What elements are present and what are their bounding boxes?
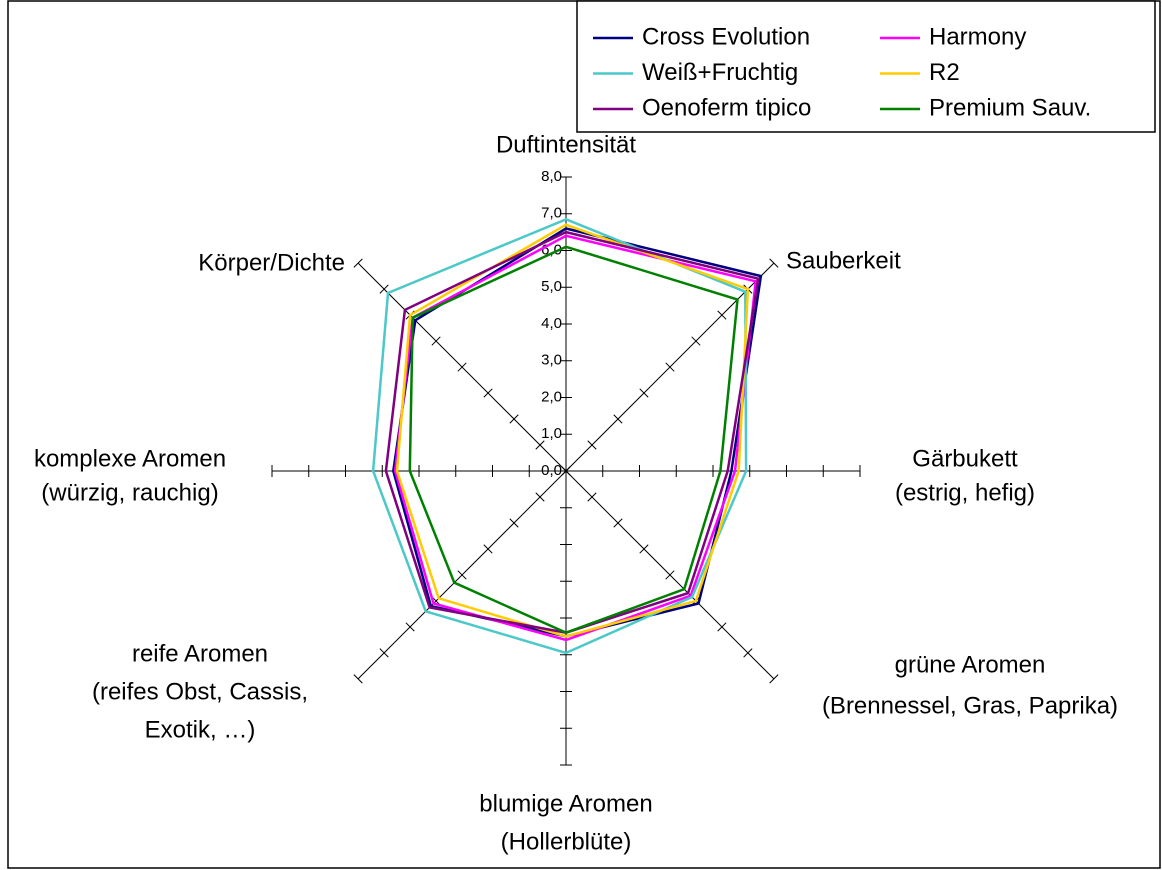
category-label: reife Aromen [132,640,268,667]
tick-mark [509,518,519,528]
tick-mark [587,492,597,502]
tick-mark [353,674,363,684]
tick-mark [769,674,779,684]
legend-label: R2 [929,59,960,86]
tick-mark [379,648,389,658]
y-tick-label: 5,0 [541,278,562,295]
tick-mark [457,570,467,580]
category-label: Gärbukett [912,445,1018,472]
category-label: (Brennessel, Gras, Paprika) [822,692,1118,719]
category-label: komplexe Aromen [34,445,226,472]
y-tick-label: 4,0 [541,315,562,332]
tick-mark [509,414,519,424]
tick-mark [717,622,727,632]
y-tick-label: 1,0 [541,425,562,442]
tick-mark [639,544,649,554]
tick-mark [665,570,675,580]
category-label: blumige Aromen [479,790,652,817]
tick-mark [379,284,389,294]
legend-label: Oenoferm tipico [642,94,811,121]
tick-mark [431,336,441,346]
y-tick-label: 8,0 [541,168,562,185]
tick-mark [457,362,467,372]
legend-box [576,0,1156,133]
tick-mark [483,388,493,398]
tick-mark [535,440,545,450]
category-label: (würzig, rauchig) [41,479,218,506]
series-line [393,234,758,642]
tick-mark [483,544,493,554]
category-label: Körper/Dichte [198,249,345,276]
legend-label: Cross Evolution [642,23,810,50]
category-label: Exotik, …) [145,716,256,743]
y-tick-label: 3,0 [541,352,562,369]
tick-mark [717,310,727,320]
y-tick-label: 7,0 [541,205,562,222]
tick-mark [613,414,623,424]
tick-mark [587,440,597,450]
tick-mark [561,466,571,476]
category-label: (reifes Obst, Cassis, [92,678,308,705]
category-label: Duftintensität [496,131,636,158]
category-label: Sauberkeit [786,247,901,274]
tick-mark [535,492,545,502]
tick-mark [665,362,675,372]
y-tick-label: 0,0 [541,462,562,479]
tick-mark [639,388,649,398]
tick-mark [743,648,753,658]
series-line [408,245,739,635]
y-tick-label: 2,0 [541,388,562,405]
category-label: grüne Aromen [895,651,1046,678]
legend-label: Harmony [929,23,1026,50]
legend-label: Premium Sauv. [929,94,1091,121]
tick-mark [405,622,415,632]
tick-mark [613,518,623,528]
series-line [395,223,750,638]
tick-mark [691,336,701,346]
legend-label: Weiß+Fruchtig [642,59,798,86]
category-label: (estrig, hefig) [895,479,1035,506]
category-label: (Hollerblüte) [501,828,632,855]
tick-mark [769,258,779,268]
tick-mark [353,258,363,268]
